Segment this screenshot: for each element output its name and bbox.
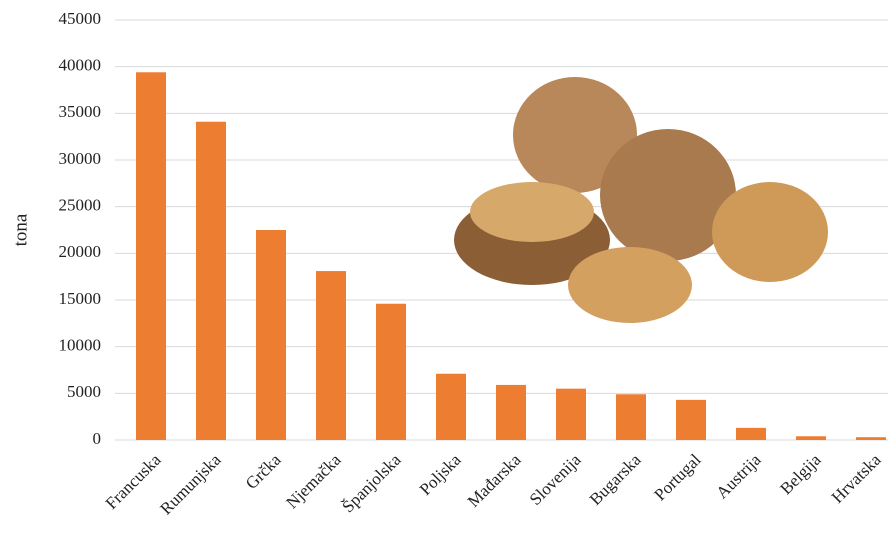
x-tick-label: Španjolska — [338, 450, 405, 517]
y-tick-label: 20000 — [59, 242, 102, 261]
bar — [256, 230, 286, 440]
y-tick-label: 15000 — [59, 289, 102, 308]
y-axis-label: tona — [10, 213, 31, 246]
y-tick-label: 35000 — [59, 102, 102, 121]
x-tick-label: Poljska — [416, 450, 465, 499]
bar — [856, 437, 886, 440]
y-tick-label: 40000 — [59, 56, 102, 75]
y-tick-label: 45000 — [59, 9, 102, 28]
bar — [616, 394, 646, 440]
x-tick-label: Portugal — [650, 450, 704, 504]
y-tick-label: 0 — [93, 429, 102, 448]
bar — [736, 427, 766, 440]
y-tick-label: 30000 — [59, 149, 102, 168]
bar — [316, 271, 346, 440]
x-tick-label: Slovenija — [526, 450, 585, 509]
y-tick-label: 10000 — [59, 336, 102, 355]
bar — [556, 388, 586, 440]
x-tick-label: Belgija — [776, 450, 824, 498]
x-tick-label: Grčka — [242, 450, 285, 493]
x-tick-label: Francuska — [102, 450, 165, 513]
x-tick-label: Njemačka — [282, 450, 344, 512]
bar — [676, 399, 706, 440]
bar — [136, 72, 166, 441]
y-tick-label: 5000 — [67, 382, 101, 401]
bar — [796, 436, 826, 440]
x-tick-label: Mađarska — [464, 450, 525, 511]
x-tick-label: Hrvatska — [828, 450, 885, 507]
bar — [196, 121, 226, 440]
x-tick-label: Austrija — [712, 450, 764, 502]
bar — [436, 373, 466, 440]
x-tick-label: Bugarska — [586, 450, 645, 509]
bar — [496, 384, 526, 440]
bar — [376, 303, 406, 440]
y-tick-label: 25000 — [59, 196, 102, 215]
bars — [136, 72, 886, 441]
walnut-illustration — [454, 77, 828, 323]
x-tick-label: Rumunjska — [156, 450, 225, 519]
